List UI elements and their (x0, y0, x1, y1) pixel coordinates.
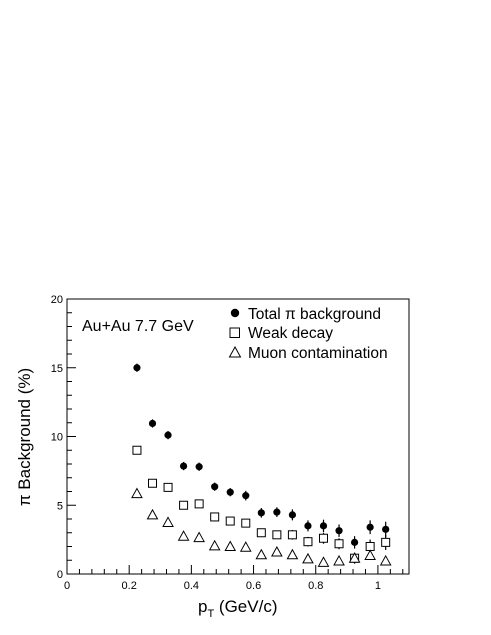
data-point (319, 522, 328, 530)
data-point (193, 531, 205, 543)
x-tick-label: 0 (64, 580, 70, 592)
data-point (133, 364, 141, 372)
data-point (148, 478, 157, 488)
data-point (255, 548, 268, 560)
data-point (271, 545, 283, 557)
x-axis: 0 0.2 0.4 0.6 0.8 1 (64, 565, 404, 592)
data-point (382, 525, 390, 533)
series-layer (131, 363, 392, 567)
data-point (317, 556, 330, 567)
legend-label-weak: Weak decay (248, 325, 333, 342)
data-point (177, 530, 190, 541)
x-tick-label: 1 (375, 580, 381, 592)
series-3 (131, 487, 392, 567)
data-point (131, 487, 143, 499)
data-point (132, 445, 142, 455)
data-point (162, 516, 174, 527)
y-tick-label: 5 (57, 500, 63, 512)
data-point (350, 538, 359, 546)
data-point (208, 539, 221, 551)
data-point (257, 509, 265, 517)
x-tick-label: 0.4 (184, 580, 199, 592)
data-point (242, 492, 250, 500)
series-2 (132, 445, 391, 564)
data-point (164, 431, 172, 439)
y-tick-label: 10 (51, 432, 63, 444)
data-point (364, 549, 376, 560)
data-point (210, 512, 220, 522)
data-point (366, 523, 374, 531)
legend-marker-total (230, 308, 240, 318)
y-tick-label: 0 (57, 569, 63, 581)
plot-frame (66, 298, 410, 575)
legend-label-total: Total π background (248, 306, 381, 323)
data-point (288, 511, 297, 519)
x-tick-label: 0.2 (122, 580, 137, 592)
data-point (224, 540, 237, 551)
data-point (194, 499, 204, 509)
data-point (286, 548, 299, 560)
legend: Total π background Weak decay Muon conta… (228, 306, 388, 362)
data-point (239, 541, 252, 552)
data-point (225, 516, 235, 526)
x-tick-label: 0.8 (308, 580, 323, 592)
x-tick-label: 0.6 (246, 580, 261, 592)
data-point (179, 500, 189, 510)
x-axis-title-unit: (GeV/c) (214, 597, 277, 616)
legend-marker-muon (228, 345, 242, 358)
data-point (302, 552, 314, 564)
data-point (334, 539, 344, 549)
plot-area (66, 298, 410, 575)
legend-marker-weak (229, 327, 240, 338)
data-point (273, 508, 281, 516)
data-point (381, 537, 391, 547)
data-point (256, 528, 266, 538)
legend-label-muon: Muon contamination (248, 345, 388, 362)
series-1 (133, 363, 390, 549)
x-axis-title-main: p (198, 597, 207, 616)
annotation-text: Au+Au 7.7 GeV (82, 318, 194, 335)
data-point (179, 462, 188, 470)
data-point (195, 463, 203, 471)
data-point (348, 552, 361, 563)
data-point (379, 554, 392, 566)
x-axis-title-subscript: T (207, 608, 214, 620)
data-point (304, 522, 312, 530)
y-tick-label: 20 (51, 294, 63, 306)
data-point (272, 530, 282, 540)
data-point (241, 518, 251, 528)
data-point (211, 483, 219, 491)
data-point (148, 419, 157, 428)
x-axis-title: pT (GeV/c) (198, 597, 278, 620)
y-tick-label: 15 (51, 363, 63, 375)
data-point (287, 530, 297, 540)
data-point (163, 482, 173, 492)
y-axis-title: π Background (%) (15, 368, 34, 506)
data-point (303, 537, 313, 547)
data-point (365, 542, 375, 551)
data-point (226, 488, 234, 496)
data-point (335, 527, 343, 535)
data-point (333, 554, 345, 566)
data-point (319, 533, 328, 543)
y-axis: 0 5 10 15 20 (51, 294, 76, 581)
data-point (146, 508, 159, 520)
